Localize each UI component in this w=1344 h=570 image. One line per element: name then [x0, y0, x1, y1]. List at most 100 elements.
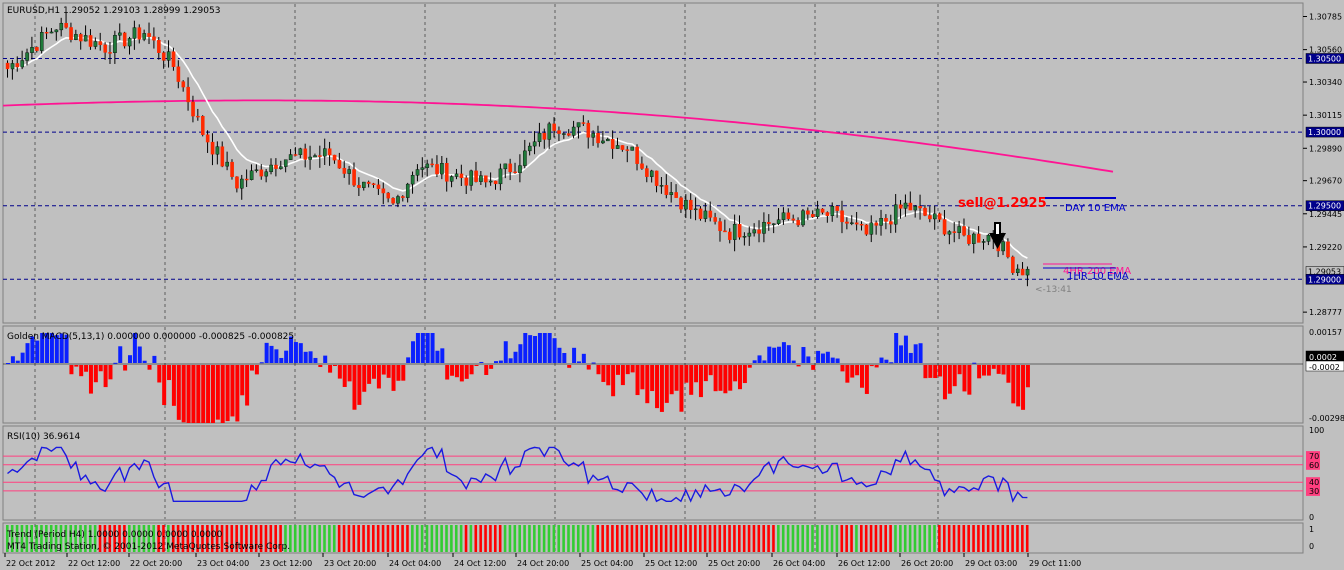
trend-bar	[991, 525, 995, 552]
trend-bar	[908, 525, 912, 552]
candle-body	[664, 185, 669, 195]
trend-bar	[201, 525, 204, 552]
trend-bar	[635, 525, 639, 552]
rsi-level-badge	[1306, 485, 1320, 496]
macd-bar	[167, 365, 172, 381]
candle-body	[1015, 268, 1020, 273]
main-header: EURUSD,H1 1.29052 1.29103 1.28999 1.2905…	[7, 6, 220, 16]
candle-body	[708, 210, 713, 218]
candle-body	[586, 122, 591, 138]
h4-ema-label: 4HR 200 EMA	[1063, 266, 1131, 277]
candle-body	[918, 205, 922, 209]
trend-bar	[454, 525, 458, 552]
sell-annotation: sell@1.2925	[958, 196, 1047, 211]
price-level-label: 1.29000	[1308, 275, 1341, 284]
macd-bar	[142, 360, 147, 363]
trend-bar	[757, 525, 761, 552]
macd-bar	[196, 365, 201, 423]
macd-bar	[889, 362, 894, 364]
candle-body	[449, 176, 454, 182]
macd-bar	[381, 365, 386, 375]
trend-bar	[742, 525, 746, 552]
trend-bar	[372, 525, 375, 552]
candle-body	[581, 122, 586, 124]
macd-bar	[977, 365, 982, 379]
rsi-chart	[3, 446, 1303, 503]
macd-bar	[45, 333, 50, 363]
candle-body	[244, 178, 249, 181]
candle-body	[913, 205, 918, 211]
candle-body	[752, 229, 757, 234]
candle-body	[88, 35, 93, 47]
price-tick-label: 1.30560	[1309, 46, 1342, 55]
macd-bar	[30, 336, 35, 363]
candle-body	[493, 180, 498, 185]
price-tick-label: 1.29445	[1309, 210, 1342, 219]
macd-bar	[391, 365, 396, 391]
macd-bar	[733, 365, 738, 382]
trend-bar	[347, 525, 351, 552]
macd-bar	[513, 351, 518, 363]
candle-body	[571, 126, 576, 136]
candle-body	[737, 224, 742, 238]
macd-bar	[781, 342, 786, 363]
macd-bar	[562, 352, 567, 363]
candle-body	[684, 199, 688, 210]
macd-bar	[869, 365, 874, 367]
macd-bar	[962, 365, 967, 392]
price-level-badge	[1305, 200, 1344, 211]
trend-bar	[25, 525, 29, 552]
candle-body	[352, 169, 356, 186]
macd-bar	[1021, 365, 1026, 410]
candle-body	[928, 215, 932, 220]
macd-bar	[376, 365, 381, 389]
time-label: 24 Oct 04:00	[389, 559, 441, 568]
trend-bar	[250, 525, 253, 552]
candle-body	[962, 226, 966, 236]
candle-body	[791, 218, 796, 221]
rsi-tick-label: 100	[1309, 426, 1324, 435]
macd-bar	[835, 358, 840, 363]
trend-bar	[464, 525, 468, 552]
macd-bar	[664, 365, 669, 403]
macd-tick-label: -0.00298	[1309, 414, 1344, 423]
macd-bar	[64, 334, 69, 363]
trend-bar	[79, 525, 82, 552]
candle-body	[49, 31, 54, 34]
trend-bar	[35, 525, 38, 552]
trend-bar	[679, 525, 683, 552]
trend-bar	[489, 525, 492, 552]
trend-panel[interactable]	[2, 522, 1304, 554]
candle-body	[903, 202, 908, 209]
macd-bar	[1001, 365, 1006, 375]
price-level-label: 1.30000	[1308, 128, 1341, 137]
macd-bar	[684, 365, 689, 383]
macd-bar	[225, 365, 230, 422]
macd-tick-label: -0.0002	[1309, 363, 1340, 372]
macd-bar	[93, 365, 98, 383]
macd-bar	[655, 365, 660, 409]
candle-body	[269, 164, 273, 173]
trend-bar	[10, 525, 14, 552]
candle-body	[205, 134, 210, 143]
candle-body	[518, 165, 522, 174]
candle-body	[615, 145, 620, 149]
trend-bar	[430, 525, 434, 552]
candle-body	[698, 208, 703, 219]
macd-bar	[176, 365, 181, 420]
main-panel[interactable]	[2, 2, 1304, 324]
trend-bar	[332, 525, 336, 552]
candle-body	[1025, 268, 1030, 276]
rsi-panel[interactable]	[2, 425, 1304, 521]
macd-bar	[952, 365, 957, 387]
trend-bar	[259, 525, 263, 552]
trend-bar	[664, 525, 668, 552]
macd-bar	[123, 365, 128, 371]
candle-body	[93, 41, 98, 47]
candle-body	[630, 146, 635, 151]
trend-bar	[425, 525, 429, 552]
trend-bar	[572, 525, 575, 552]
trend-bar	[840, 525, 844, 552]
price-tick-label: 1.29890	[1309, 144, 1342, 153]
